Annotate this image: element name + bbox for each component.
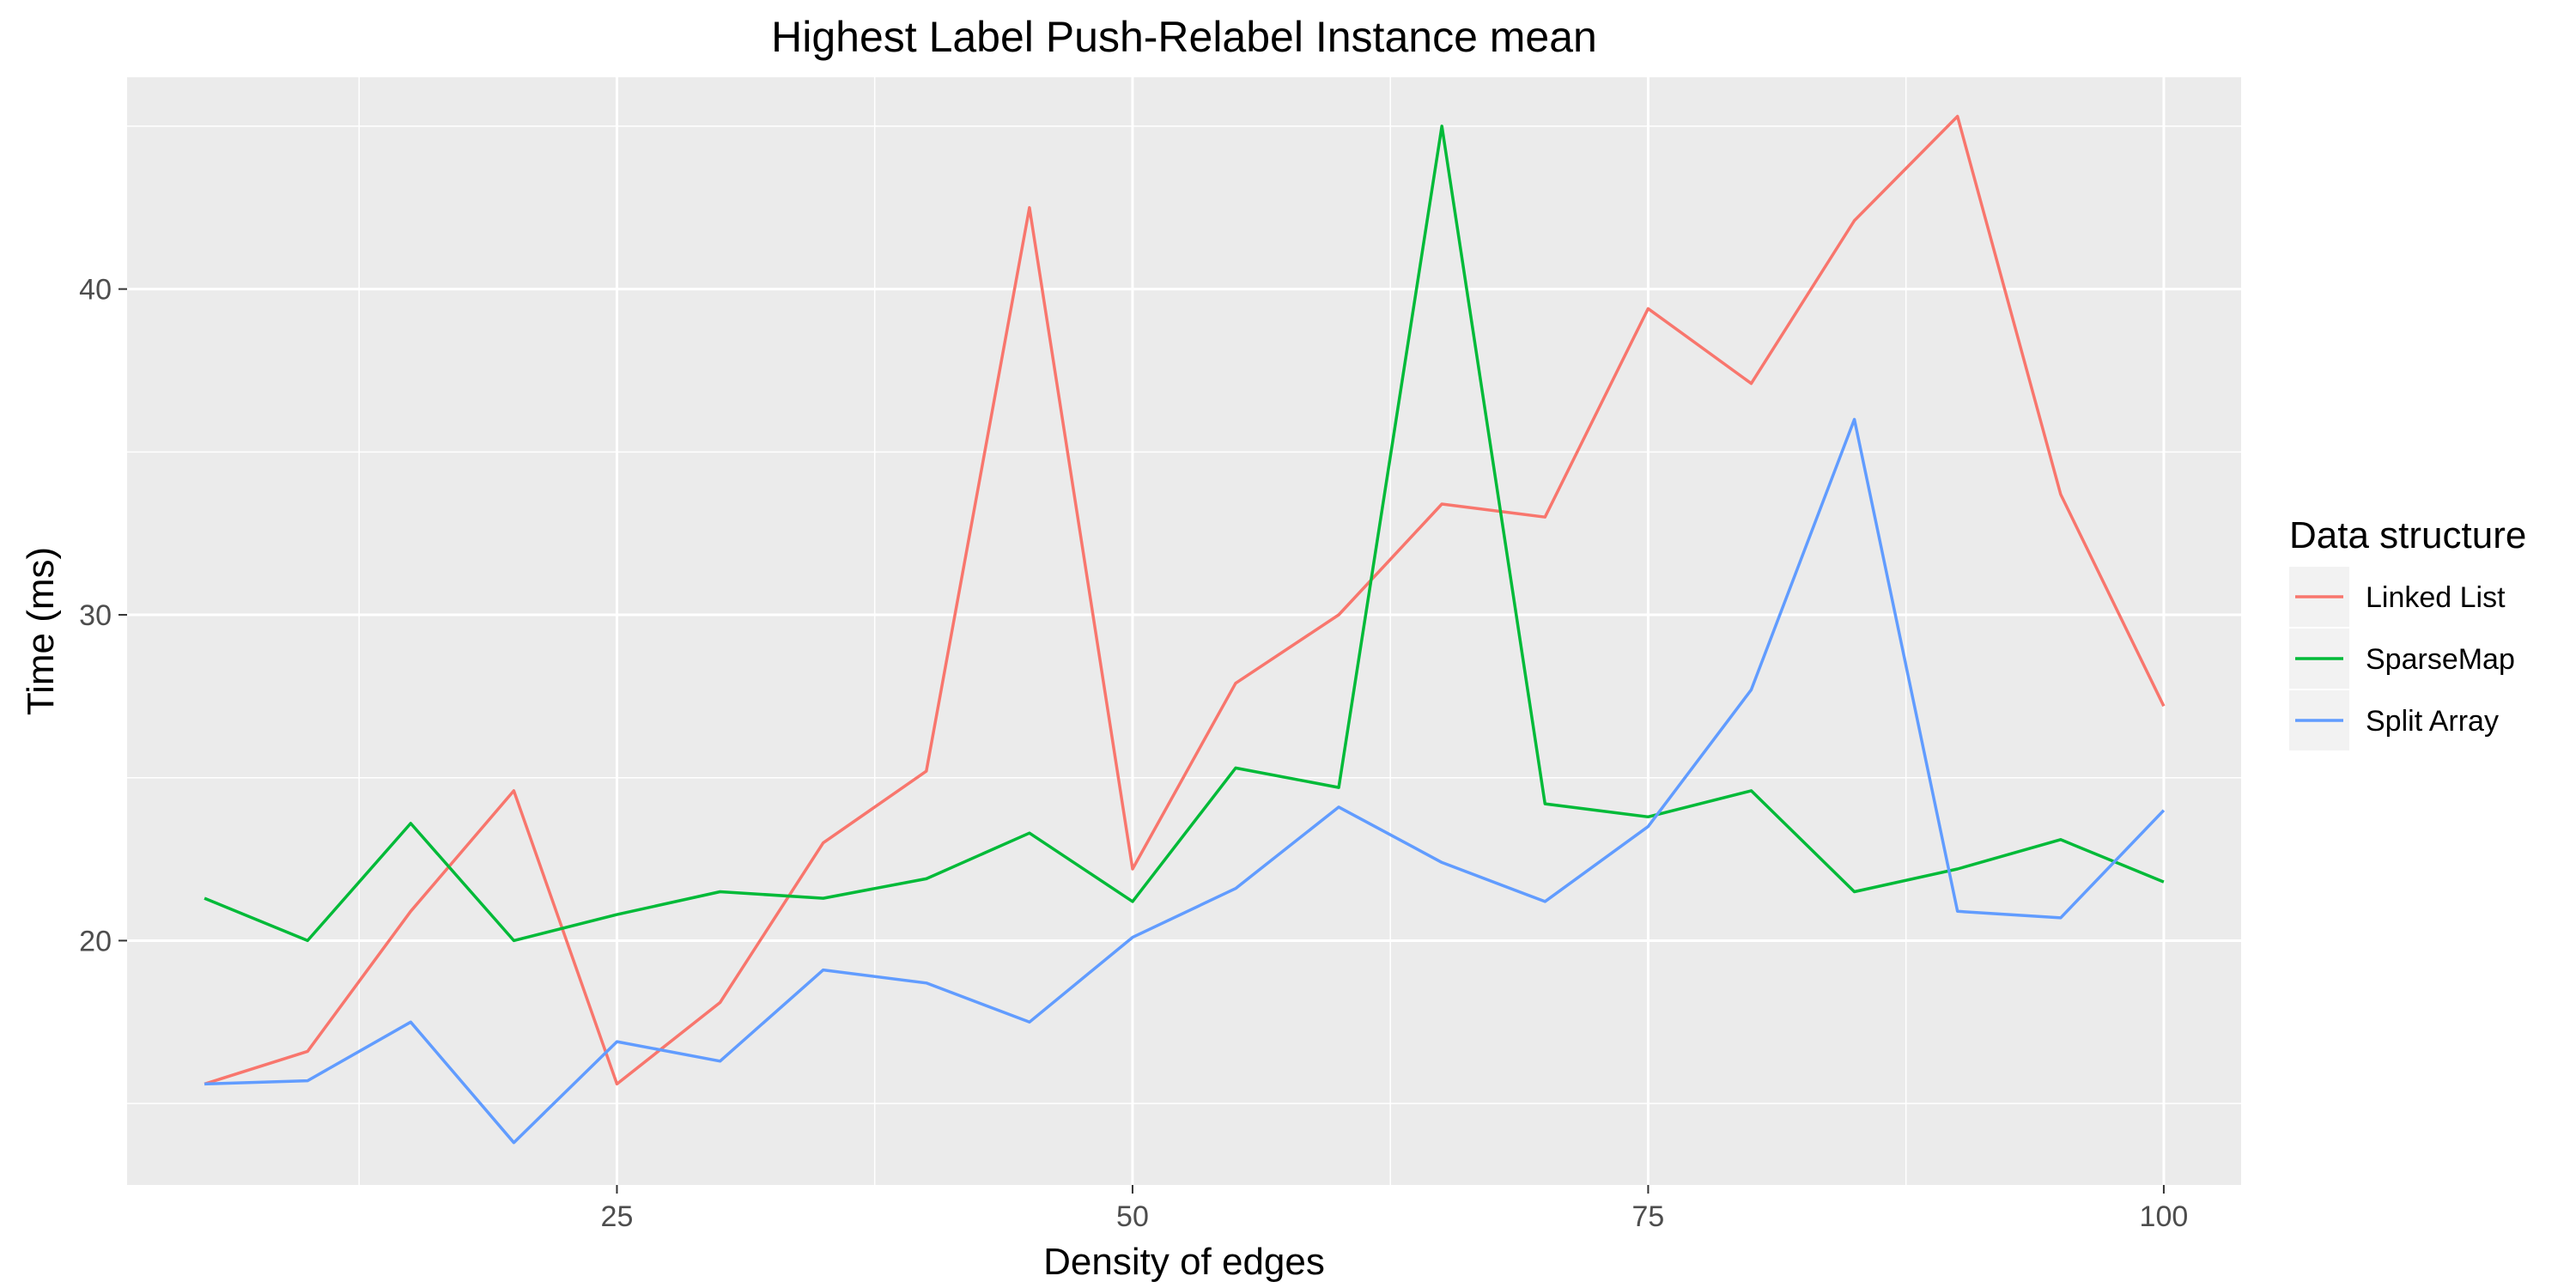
legend-label: SparseMap <box>2366 643 2515 676</box>
y-tick-label: 40 <box>79 274 112 307</box>
x-tick-label: 100 <box>2140 1200 2189 1233</box>
y-axis: 20 30 40 <box>79 274 127 957</box>
series-line-linked-list <box>204 114 2166 1086</box>
legend-label: Linked List <box>2366 581 2506 614</box>
x-axis: 25 50 75 100 <box>601 1185 2189 1233</box>
series-lines <box>204 114 2166 1145</box>
y-tick-label: 30 <box>79 599 112 632</box>
plot-panel <box>127 77 2241 1185</box>
y-tick-label: 20 <box>79 925 112 957</box>
major-gridlines <box>127 77 2241 1185</box>
legend-label: Split Array <box>2366 705 2499 738</box>
chart-title: Highest Label Push-Relabel Instance mean <box>771 13 1597 61</box>
x-tick-label: 75 <box>1632 1200 1665 1233</box>
legend-title: Data structure <box>2289 514 2526 556</box>
x-tick-label: 50 <box>1116 1200 1149 1233</box>
series-line-split-array <box>204 417 2166 1145</box>
y-axis-title: Time (ms) <box>20 547 62 715</box>
x-tick-label: 25 <box>601 1200 634 1233</box>
legend: Data structure Linked List SparseMap Split… <box>2289 514 2526 750</box>
x-axis-title: Density of edges <box>1043 1241 1325 1283</box>
series-line-sparsemap <box>204 125 2165 943</box>
